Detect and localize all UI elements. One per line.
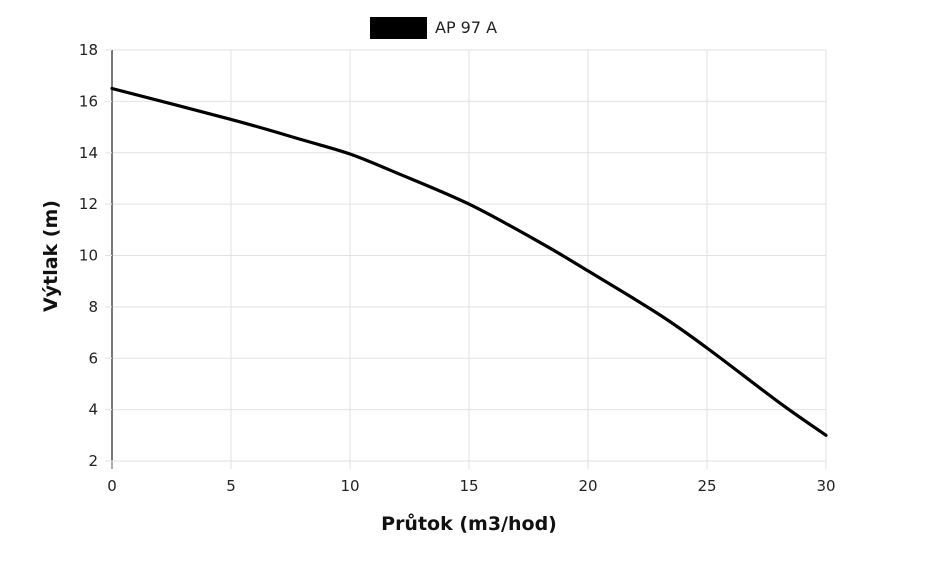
legend-label[interactable]: AP 97 A bbox=[435, 18, 497, 37]
y-tick-label-5: 12 bbox=[79, 195, 98, 213]
axes bbox=[105, 49, 827, 469]
y-tick-label-0: 2 bbox=[88, 452, 98, 470]
x-tick-labels: 0 5 10 15 20 25 30 bbox=[107, 477, 835, 495]
x-axis-title: Průtok (m3/hod) bbox=[381, 512, 557, 535]
legend-swatch[interactable] bbox=[370, 17, 427, 39]
y-tick-label-4: 10 bbox=[79, 247, 98, 265]
y-tick-label-1: 4 bbox=[88, 401, 98, 419]
x-tick-label-0: 0 bbox=[107, 477, 117, 495]
grid bbox=[112, 49, 827, 462]
x-tick-label-5: 25 bbox=[697, 477, 716, 495]
series-line-0 bbox=[110, 86, 828, 437]
x-tick-label-2: 10 bbox=[340, 477, 359, 495]
y-tick-label-8: 18 bbox=[79, 41, 98, 59]
y-tick-label-7: 16 bbox=[79, 92, 98, 110]
x-tick-label-4: 20 bbox=[578, 477, 597, 495]
y-tick-label-3: 8 bbox=[88, 298, 98, 316]
x-tick-label-3: 15 bbox=[459, 477, 478, 495]
x-tick-label-1: 5 bbox=[226, 477, 236, 495]
y-tick-labels: 2 4 6 8 10 12 14 16 18 bbox=[79, 41, 98, 470]
y-tick-label-2: 6 bbox=[88, 349, 98, 367]
legend[interactable]: AP 97 A bbox=[370, 17, 497, 39]
series-group bbox=[110, 86, 828, 437]
y-tick-label-6: 14 bbox=[79, 144, 98, 162]
y-axis-title: Výtlak (m) bbox=[40, 200, 62, 312]
x-tick-label-6: 30 bbox=[816, 477, 835, 495]
